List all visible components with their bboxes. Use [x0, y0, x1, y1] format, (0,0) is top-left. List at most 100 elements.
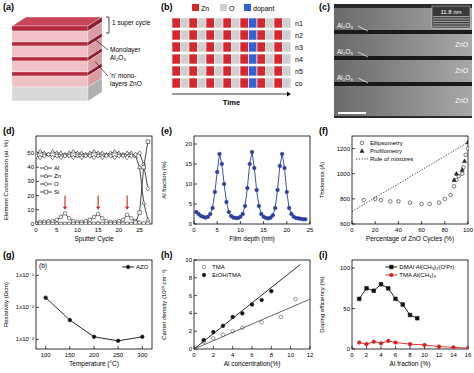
data-point	[271, 213, 275, 217]
x-tick	[286, 221, 287, 224]
arrow	[64, 196, 65, 208]
x-tick-label: 25	[136, 227, 143, 233]
data-point	[67, 217, 71, 221]
data-point	[408, 313, 412, 317]
data-point	[372, 340, 376, 344]
x-tick-label: 0	[34, 227, 38, 233]
y-tick	[352, 198, 355, 199]
legend-label: O	[54, 181, 59, 187]
annotation: 'n' mono-	[110, 72, 136, 79]
plot-area	[36, 140, 150, 224]
data-point	[273, 206, 277, 210]
pulse-cell	[274, 66, 283, 76]
data-point	[55, 218, 59, 222]
pulse-cell	[274, 30, 283, 40]
pulse-cell	[274, 78, 283, 88]
data-point	[215, 170, 219, 174]
pulse-cell	[215, 54, 224, 64]
legend-label: Si	[54, 189, 59, 195]
layer-front	[12, 46, 88, 57]
legend-swatch	[202, 265, 206, 269]
x-tick-label: 10	[287, 352, 294, 358]
legend-label: EtOH/TMA	[212, 272, 241, 278]
pulse-cell	[240, 66, 249, 76]
data-point	[227, 210, 231, 214]
data-point	[116, 339, 120, 343]
data-point	[365, 342, 369, 346]
data-point	[51, 222, 55, 224]
pulse-cell	[240, 18, 249, 28]
y-tick-label: 20	[185, 141, 192, 147]
data-point	[287, 206, 291, 210]
pulse-cell	[274, 42, 283, 52]
figure: (a)1 super cycleMonolayerAl₂O₃'n' mono-l…	[0, 0, 474, 373]
series-line	[36, 152, 148, 220]
x-tick	[213, 346, 214, 349]
data-point	[255, 188, 259, 192]
pulse-cell	[198, 78, 207, 88]
data-point	[129, 154, 133, 159]
pulse-cell	[172, 66, 181, 76]
data-point	[394, 341, 398, 345]
y-tick-label: 1x10⁻³	[16, 336, 34, 342]
inset-stripe	[433, 23, 469, 24]
x-axis-title: Film depth (nm)	[229, 235, 275, 243]
x-tick-label: 15	[95, 227, 102, 233]
data-point	[357, 297, 361, 301]
legend-swatch	[44, 174, 48, 178]
data-point	[294, 297, 298, 301]
pulse-cell	[240, 78, 249, 88]
y-axis-title: Carrier density (10²⁰ cm⁻³)	[161, 269, 167, 340]
series-line	[194, 264, 300, 349]
x-tick-label: 0	[192, 227, 196, 233]
data-point	[129, 222, 133, 224]
data-point	[408, 342, 412, 346]
data-point	[142, 221, 146, 224]
legend-swatch	[202, 273, 206, 277]
arrow	[98, 196, 99, 208]
data-point	[71, 222, 75, 224]
data-point	[125, 222, 129, 224]
zno-band	[334, 86, 472, 116]
pulse-cell	[249, 54, 258, 64]
x-tick-label: 0	[350, 352, 354, 358]
pulse-cell	[198, 54, 207, 64]
data-point	[92, 222, 96, 224]
data-point	[138, 165, 142, 169]
pulse-cell	[249, 78, 258, 88]
pulse-cell	[249, 42, 258, 52]
data-point	[388, 200, 392, 204]
x-tick	[421, 221, 422, 224]
y-tick-label: 8	[189, 275, 193, 281]
data-point	[59, 215, 63, 219]
x-tick-label: 14	[450, 352, 457, 358]
x-tick	[410, 346, 411, 349]
panel-label: (d)	[3, 126, 15, 136]
plot-area	[194, 264, 310, 349]
x-tick-label: 20	[283, 227, 290, 233]
legend-label: TMA Al(CH₃)₃	[399, 272, 436, 278]
pulse-cell	[266, 66, 275, 76]
inset-stripe	[433, 21, 469, 22]
y-tick	[36, 339, 39, 340]
data-point	[63, 222, 67, 224]
pulse-cell	[189, 30, 198, 40]
x-axis-title: Sputter Cycle	[74, 235, 113, 243]
layer-label: Al₂O₃	[337, 22, 353, 29]
pulse-cell	[249, 66, 258, 76]
pulse-cell	[232, 66, 241, 76]
x-tick-label: 250	[113, 352, 124, 358]
y-tick	[352, 308, 355, 309]
pulse-cell	[274, 18, 283, 28]
data-point	[260, 298, 264, 302]
pulse-cell	[223, 78, 232, 88]
pulse-cell	[257, 78, 266, 88]
data-point	[96, 222, 100, 224]
data-point	[92, 149, 96, 153]
data-point	[276, 188, 280, 192]
data-point	[437, 345, 441, 349]
arrow	[127, 196, 128, 208]
plot-frame	[352, 136, 468, 224]
pulse-cell	[283, 18, 292, 28]
layer-front	[12, 57, 88, 61]
